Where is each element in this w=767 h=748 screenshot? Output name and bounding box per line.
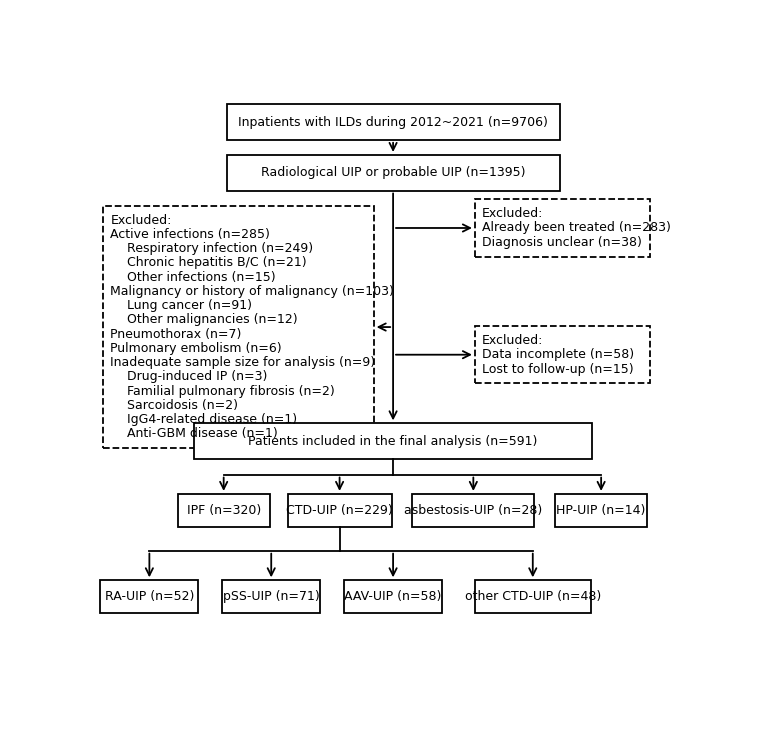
Text: Anti-GBM disease (n=1): Anti-GBM disease (n=1) (127, 427, 278, 441)
FancyBboxPatch shape (178, 494, 270, 527)
Text: Inadequate sample size for analysis (n=9): Inadequate sample size for analysis (n=9… (110, 356, 376, 370)
FancyBboxPatch shape (100, 580, 199, 613)
Text: Diagnosis unclear (n=38): Diagnosis unclear (n=38) (482, 236, 642, 249)
FancyBboxPatch shape (344, 580, 442, 613)
FancyBboxPatch shape (104, 206, 374, 448)
Text: Lost to follow-up (n=15): Lost to follow-up (n=15) (482, 363, 634, 375)
Text: Inpatients with ILDs during 2012~2021 (n=9706): Inpatients with ILDs during 2012~2021 (n… (238, 115, 548, 129)
Text: IPF (n=320): IPF (n=320) (186, 503, 261, 517)
Text: pSS-UIP (n=71): pSS-UIP (n=71) (223, 590, 320, 603)
Text: RA-UIP (n=52): RA-UIP (n=52) (104, 590, 194, 603)
FancyBboxPatch shape (227, 104, 560, 140)
Text: Excluded:: Excluded: (110, 214, 172, 227)
FancyBboxPatch shape (227, 155, 560, 191)
FancyBboxPatch shape (475, 580, 591, 613)
Text: Patients included in the final analysis (n=591): Patients included in the final analysis … (249, 435, 538, 447)
FancyBboxPatch shape (288, 494, 392, 527)
FancyBboxPatch shape (194, 423, 592, 459)
Text: Radiological UIP or probable UIP (n=1395): Radiological UIP or probable UIP (n=1395… (261, 166, 525, 180)
Text: Active infections (n=285): Active infections (n=285) (110, 228, 270, 241)
Text: Already been treated (n=283): Already been treated (n=283) (482, 221, 671, 234)
Text: IgG4-related disease (n=1): IgG4-related disease (n=1) (127, 413, 297, 426)
FancyBboxPatch shape (413, 494, 535, 527)
FancyBboxPatch shape (475, 326, 650, 384)
Text: Malignancy or history of malignancy (n=103): Malignancy or history of malignancy (n=1… (110, 285, 394, 298)
FancyBboxPatch shape (222, 580, 321, 613)
Text: CTD-UIP (n=229): CTD-UIP (n=229) (286, 503, 393, 517)
Text: Respiratory infection (n=249): Respiratory infection (n=249) (127, 242, 313, 255)
Text: Familial pulmonary fibrosis (n=2): Familial pulmonary fibrosis (n=2) (127, 384, 335, 398)
Text: Chronic hepatitis B/C (n=21): Chronic hepatitis B/C (n=21) (127, 257, 307, 269)
Text: Other malignancies (n=12): Other malignancies (n=12) (127, 313, 298, 326)
Text: Excluded:: Excluded: (482, 334, 543, 346)
Text: Excluded:: Excluded: (482, 207, 543, 220)
Text: Sarcoidosis (n=2): Sarcoidosis (n=2) (127, 399, 238, 412)
Text: Lung cancer (n=91): Lung cancer (n=91) (127, 299, 252, 312)
Text: other CTD-UIP (n=48): other CTD-UIP (n=48) (465, 590, 601, 603)
FancyBboxPatch shape (555, 494, 647, 527)
Text: Pneumothorax (n=7): Pneumothorax (n=7) (110, 328, 242, 340)
Text: asbestosis-UIP (n=28): asbestosis-UIP (n=28) (404, 503, 542, 517)
Text: Drug-induced IP (n=3): Drug-induced IP (n=3) (127, 370, 268, 384)
Text: HP-UIP (n=14): HP-UIP (n=14) (556, 503, 646, 517)
Text: Other infections (n=15): Other infections (n=15) (127, 271, 275, 283)
Text: AAV-UIP (n=58): AAV-UIP (n=58) (344, 590, 442, 603)
FancyBboxPatch shape (475, 199, 650, 257)
Text: Pulmonary embolism (n=6): Pulmonary embolism (n=6) (110, 342, 282, 355)
Text: Data incomplete (n=58): Data incomplete (n=58) (482, 349, 634, 361)
